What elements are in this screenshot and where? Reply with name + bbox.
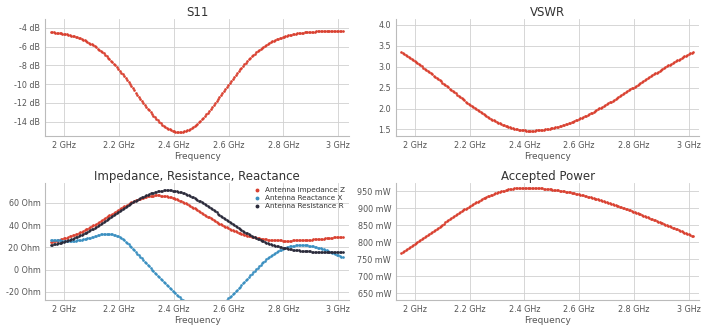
Antenna Reactance X (64, 239, 73, 243)
Antenna Impedance Z (47, 240, 55, 244)
Antenna Impedance Z (125, 202, 133, 206)
Antenna Reactance X (326, 250, 335, 254)
Antenna Resistance R (58, 240, 67, 244)
Antenna Reactance X (101, 232, 109, 236)
Antenna Resistance R (164, 188, 172, 192)
Line: Antenna Impedance Z: Antenna Impedance Z (50, 194, 344, 243)
Antenna Reactance X (104, 232, 113, 236)
Antenna Impedance Z (338, 235, 347, 239)
Antenna Reactance X (58, 239, 67, 243)
Line: Antenna Reactance X: Antenna Reactance X (50, 232, 344, 310)
Antenna Reactance X (47, 238, 55, 242)
Antenna Impedance Z (315, 237, 324, 241)
Title: Impedance, Resistance, Reactance: Impedance, Resistance, Reactance (94, 170, 300, 183)
Antenna Impedance Z (154, 193, 162, 197)
Antenna Reactance X (316, 247, 325, 251)
Antenna Resistance R (64, 238, 73, 242)
Antenna Impedance Z (64, 235, 73, 239)
X-axis label: Frequency: Frequency (524, 316, 571, 325)
Antenna Reactance X (200, 307, 209, 311)
Antenna Resistance R (125, 203, 133, 207)
Antenna Impedance Z (325, 236, 333, 240)
X-axis label: Frequency: Frequency (173, 316, 220, 325)
Title: S11: S11 (186, 6, 208, 19)
Antenna Impedance Z (101, 216, 109, 220)
Line: Antenna Resistance R: Antenna Resistance R (50, 189, 344, 254)
Antenna Reactance X (338, 255, 347, 259)
Antenna Reactance X (126, 244, 135, 248)
X-axis label: Frequency: Frequency (173, 152, 220, 161)
Antenna Resistance R (338, 250, 347, 254)
Antenna Resistance R (325, 250, 333, 254)
X-axis label: Frequency: Frequency (524, 152, 571, 161)
Antenna Resistance R (334, 250, 343, 254)
Antenna Resistance R (315, 250, 324, 254)
Antenna Resistance R (101, 219, 109, 223)
Title: VSWR: VSWR (530, 6, 565, 19)
Title: Accepted Power: Accepted Power (501, 170, 595, 183)
Antenna Impedance Z (58, 237, 67, 241)
Legend: Antenna Impedance Z, Antenna Reactance X, Antenna Resistance R: Antenna Impedance Z, Antenna Reactance X… (250, 184, 348, 213)
Antenna Resistance R (47, 243, 55, 247)
